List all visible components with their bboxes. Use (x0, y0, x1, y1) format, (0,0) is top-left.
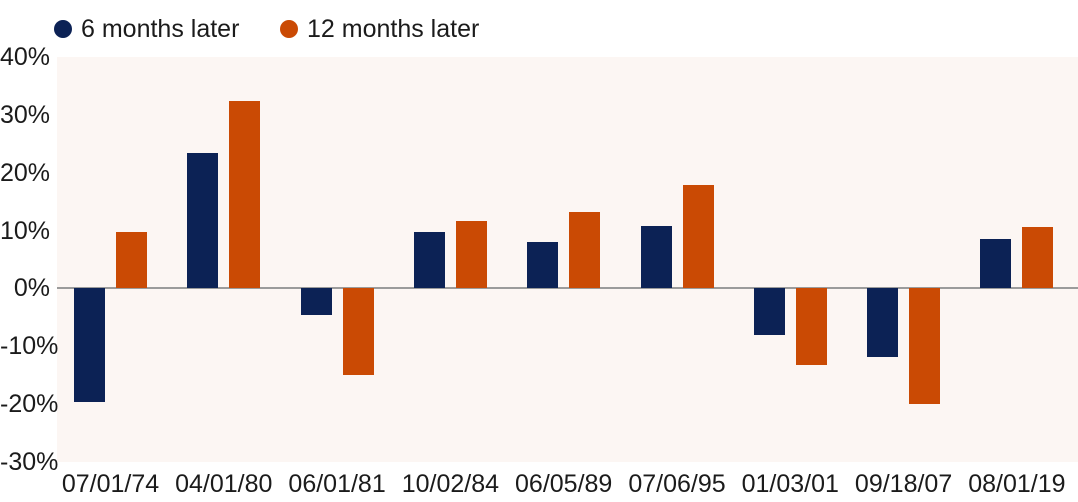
y-tick-label--20: -20% (0, 390, 59, 419)
y-tick-label--30: -30% (0, 448, 59, 476)
bar-12-months-later-01-03-01 (795, 288, 827, 365)
y-tick-label-20: 20% (0, 158, 51, 187)
bar-6-months-later-01-03-01 (753, 288, 785, 336)
x-tick-label-06-01-81: 06/01/81 (288, 470, 386, 498)
legend-item-12-months-later: 12 months later (280, 13, 479, 45)
orange-dot-icon (280, 20, 298, 38)
x-tick-label-04-01-80: 04/01/80 (175, 470, 273, 498)
navy-dot-icon (54, 20, 72, 38)
legend-item-6-months-later: 6 months later (54, 13, 239, 45)
bar-6-months-later-06-05-89 (527, 241, 559, 289)
x-tick-label-07-01-74: 07/01/74 (61, 470, 160, 498)
x-tick-label-06-05-89: 06/05/89 (515, 470, 613, 498)
bar-12-months-later-06-01-81 (342, 288, 374, 376)
legend-label-6-months-later: 6 months later (81, 15, 240, 43)
bar-12-months-later-06-05-89 (569, 212, 601, 289)
x-tick-label-08-01-19: 08/01/19 (968, 470, 1066, 498)
y-tick-label-10: 10% (0, 216, 51, 245)
bar-12-months-later-09-18-07 (909, 288, 941, 405)
bar-6-months-later-06-01-81 (300, 288, 332, 316)
bar-6-months-later-07-06-95 (640, 225, 672, 289)
bar-12-months-later-07-01-74 (116, 232, 147, 289)
plot-area (57, 57, 1078, 462)
bar-12-months-later-04-01-80 (229, 100, 261, 289)
x-tick-label-07-06-95: 07/06/95 (628, 470, 726, 498)
bar-6-months-later-08-01-19 (980, 238, 1012, 289)
x-tick-label-09-18-07: 09/18/07 (854, 470, 953, 498)
bar-6-months-later-07-01-74 (74, 288, 105, 402)
bar-6-months-later-10-02-84 (413, 231, 445, 289)
bar-12-months-later-07-06-95 (682, 184, 714, 289)
bar-12-months-later-08-01-19 (1022, 227, 1054, 289)
y-tick-label-0: 0% (13, 274, 50, 303)
zero-axis-line (57, 287, 1078, 290)
y-tick-label-30: 30% (0, 100, 51, 129)
chart-legend: 6 months later 12 months later (0, 0, 1078, 56)
x-tick-label-01-03-01: 01/03/01 (741, 470, 839, 498)
bar-6-months-later-04-01-80 (187, 153, 219, 289)
bar-6-months-later-09-18-07 (867, 288, 899, 357)
bar-12-months-later-10-02-84 (455, 220, 487, 289)
x-tick-label-10-02-84: 10/02/84 (401, 470, 500, 498)
y-tick-label--10: -10% (0, 332, 59, 361)
legend-label-12-months-later: 12 months later (307, 15, 480, 43)
y-tick-label-40: 40% (0, 43, 51, 71)
